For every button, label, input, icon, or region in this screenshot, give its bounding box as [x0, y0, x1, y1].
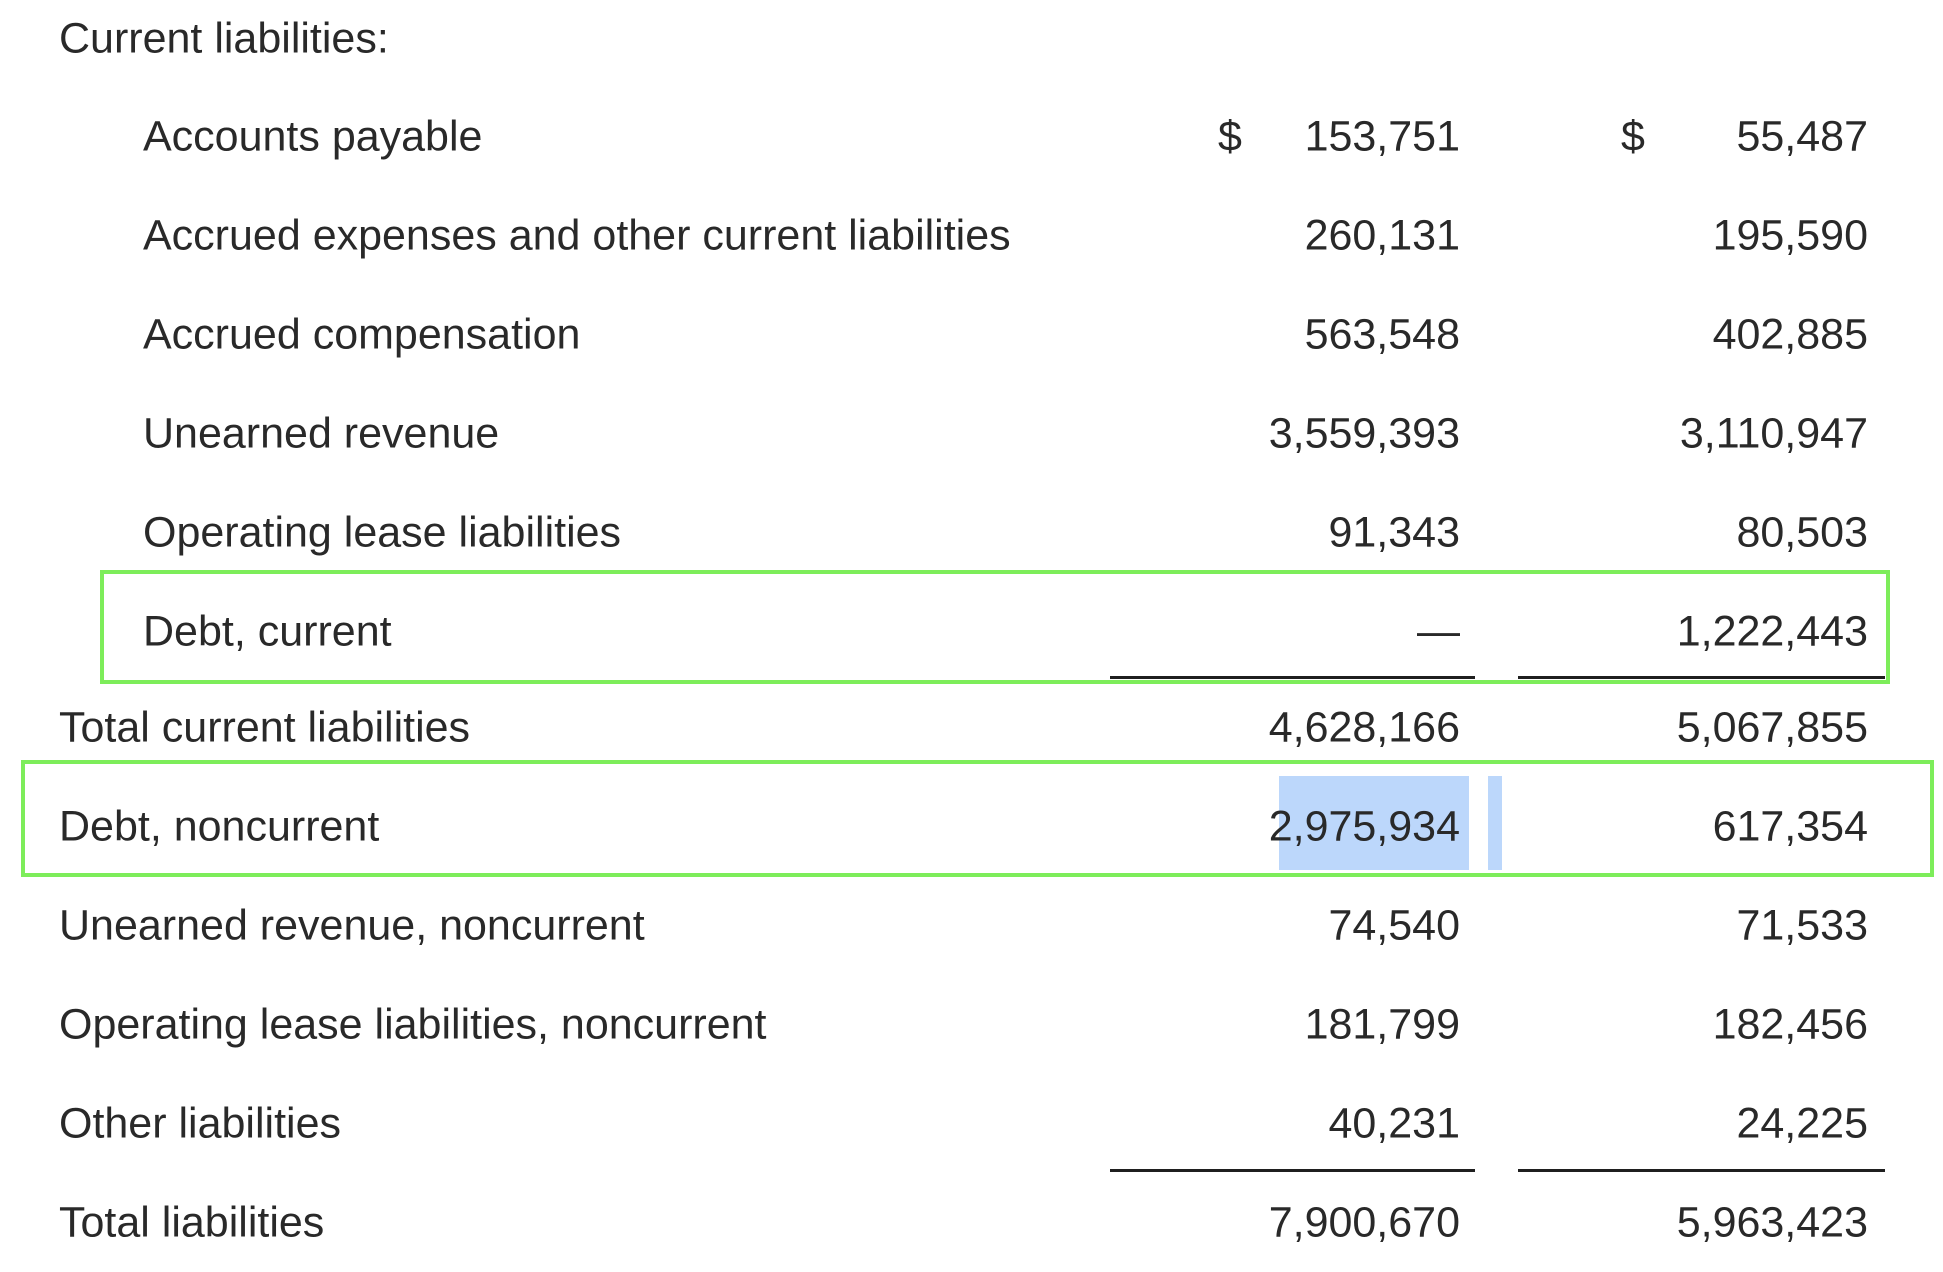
value-col1: 3,559,393: [1268, 409, 1460, 457]
value-col2: 24,225: [1736, 1099, 1868, 1147]
table-row: Operating lease liabilities, noncurrent …: [0, 975, 1943, 1074]
subtotal-rule-col2: [1518, 676, 1885, 679]
row-label: Operating lease liabilities, noncurrent: [59, 1000, 767, 1048]
value-col1: 74,540: [1328, 901, 1460, 949]
table-row: Total liabilities 7,900,670 5,963,423: [0, 1173, 1943, 1272]
highlight-box-debt-noncurrent: [21, 760, 1934, 877]
row-label: Total liabilities: [59, 1198, 325, 1246]
value-col1: 4,628,166: [1268, 703, 1460, 751]
row-label: Debt, noncurrent: [59, 802, 380, 850]
total-rule-col1: [1110, 1169, 1475, 1172]
currency-symbol: $: [1621, 112, 1645, 160]
table-row: Debt, noncurrent 2,975,934 617,354: [0, 777, 1943, 876]
value-col1: 7,900,670: [1268, 1198, 1460, 1246]
section-header-row: Current liabilities:: [0, 0, 1943, 88]
row-label: Accounts payable: [143, 112, 483, 160]
row-label: Operating lease liabilities: [143, 508, 622, 556]
row-label: Other liabilities: [59, 1099, 341, 1147]
value-col2: 5,963,423: [1676, 1198, 1868, 1246]
value-col2: 1,222,443: [1676, 607, 1868, 655]
text-selection: [1488, 776, 1502, 870]
value-col1: 563,548: [1304, 310, 1460, 358]
table-row: Accrued expenses and other current liabi…: [0, 186, 1943, 285]
text-selection: [1279, 776, 1469, 870]
highlight-box-debt-current: [100, 570, 1890, 684]
value-col1: 40,231: [1328, 1099, 1460, 1147]
value-col1: 181,799: [1304, 1000, 1460, 1048]
value-col1: 2,975,934: [1268, 802, 1460, 850]
table-row: Total current liabilities 4,628,166 5,06…: [0, 678, 1943, 777]
value-col2: 617,354: [1712, 802, 1868, 850]
value-col1: 153,751: [1304, 112, 1460, 160]
value-col2: 3,110,947: [1679, 409, 1868, 457]
value-col1: 260,131: [1304, 211, 1460, 259]
value-col2: 402,885: [1712, 310, 1868, 358]
table-row: Unearned revenue 3,559,393 3,110,947: [0, 384, 1943, 483]
value-col2: 80,503: [1736, 508, 1868, 556]
table-row: Other liabilities 40,231 24,225: [0, 1074, 1943, 1173]
value-col1: 91,343: [1328, 508, 1460, 556]
currency-symbol: $: [1218, 112, 1242, 160]
value-col2: 55,487: [1736, 112, 1868, 160]
table-row: Unearned revenue, noncurrent 74,540 71,5…: [0, 876, 1943, 975]
row-label: Accrued expenses and other current liabi…: [143, 211, 1011, 259]
value-col2: 71,533: [1736, 901, 1868, 949]
table-row: Debt, current — 1,222,443: [0, 582, 1943, 681]
row-label: Unearned revenue: [143, 409, 500, 457]
value-col2: 5,067,855: [1676, 703, 1868, 751]
value-col2: 182,456: [1712, 1000, 1868, 1048]
table-row: Accounts payable $ 153,751 $ 55,487: [0, 87, 1943, 186]
table-row: Operating lease liabilities 91,343 80,50…: [0, 483, 1943, 582]
section-header: Current liabilities:: [59, 14, 389, 62]
value-col2: 195,590: [1712, 211, 1868, 259]
subtotal-rule-col1: [1110, 676, 1475, 679]
row-label: Unearned revenue, noncurrent: [59, 901, 645, 949]
row-label: Total current liabilities: [59, 703, 471, 751]
row-label: Debt, current: [143, 607, 392, 655]
value-col1: —: [1417, 607, 1460, 655]
table-row: Accrued compensation 563,548 402,885: [0, 285, 1943, 384]
row-label: Accrued compensation: [143, 310, 581, 358]
total-rule-col2: [1518, 1169, 1885, 1172]
